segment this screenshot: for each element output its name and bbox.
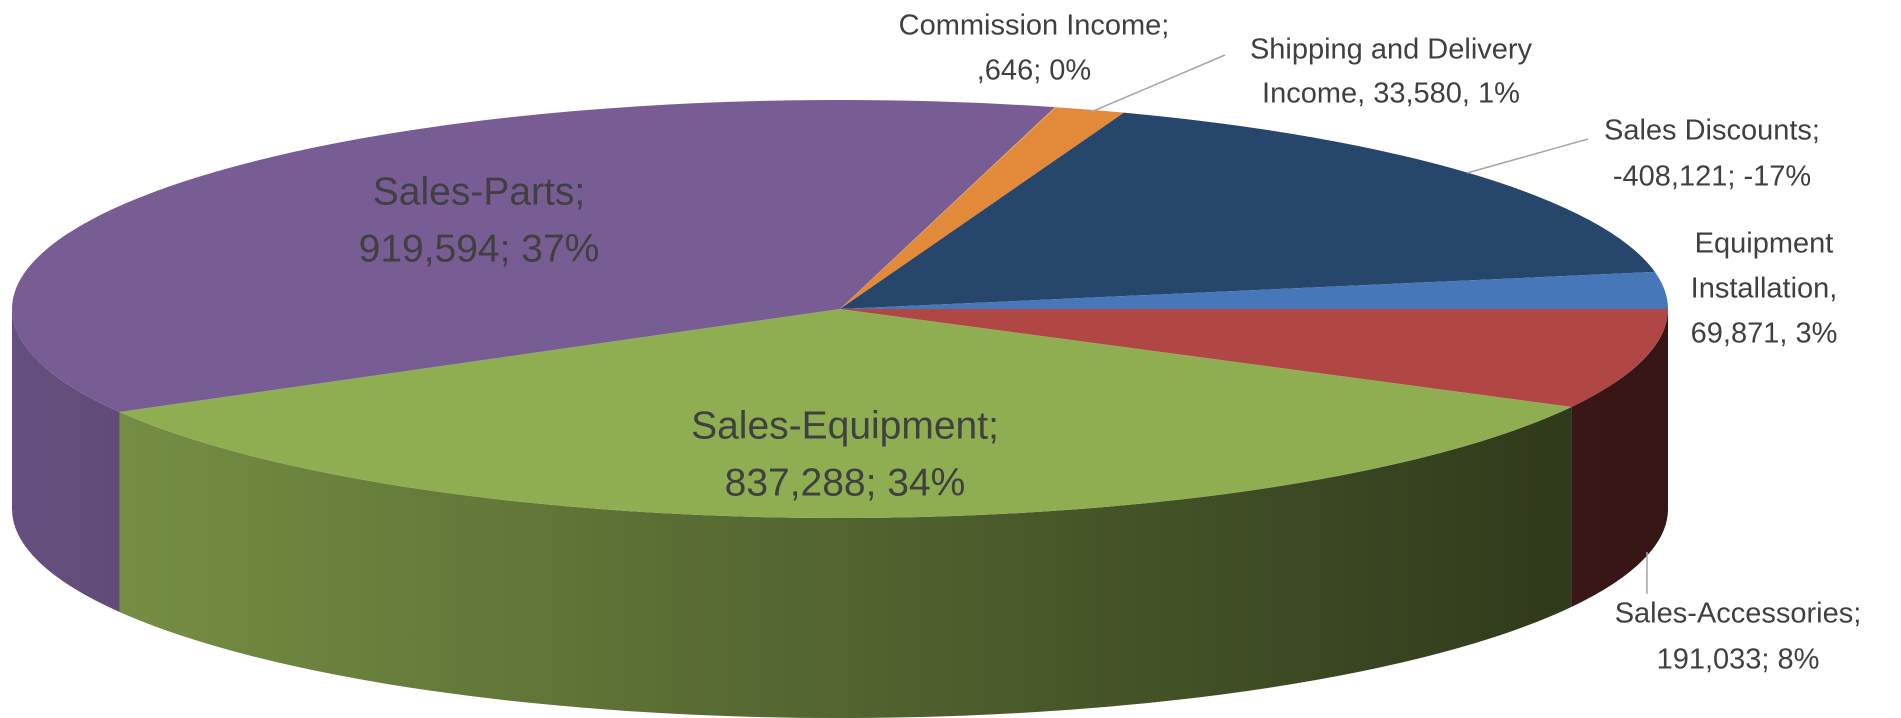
- data-label: Sales-Parts;: [373, 170, 585, 213]
- slice: [119, 309, 1572, 518]
- slice: [840, 271, 1668, 309]
- data-label: Shipping and Delivery: [1250, 34, 1533, 66]
- data-label: Sales-Accessories;: [1615, 598, 1862, 630]
- slice-side: [119, 406, 1572, 718]
- leader-line: [1466, 138, 1589, 174]
- slice: [840, 107, 1057, 309]
- data-label: Income, 33,580, 1%: [1262, 78, 1520, 110]
- data-label: 191,033; 8%: [1657, 644, 1820, 676]
- slice-side: [12, 309, 120, 612]
- data-label: Sales-Equipment;: [691, 404, 999, 447]
- leader-line: [1090, 54, 1226, 113]
- data-label: 69,871, 3%: [1691, 318, 1838, 350]
- slice: [840, 107, 1124, 309]
- data-label: 919,594; 37%: [359, 227, 600, 270]
- slice: [840, 309, 1668, 407]
- data-labels: Sales-Accessories; 191,033; 8% Sales-Equip…: [359, 10, 1862, 676]
- pie-tops: [12, 100, 1668, 518]
- slice-side: [1571, 309, 1668, 607]
- data-label: 837,288; 34%: [725, 461, 966, 504]
- data-label: ,646; 0%: [977, 55, 1091, 87]
- data-label: Equipment: [1695, 228, 1834, 260]
- data-label: Commission Income;: [899, 10, 1170, 42]
- data-label: -408,121; -17%: [1613, 161, 1811, 193]
- data-label: Installation,: [1691, 273, 1838, 305]
- pie-sides: [12, 309, 1668, 718]
- slice: [12, 100, 1055, 412]
- data-label: Sales Discounts;: [1604, 115, 1820, 147]
- slice: [840, 112, 1655, 310]
